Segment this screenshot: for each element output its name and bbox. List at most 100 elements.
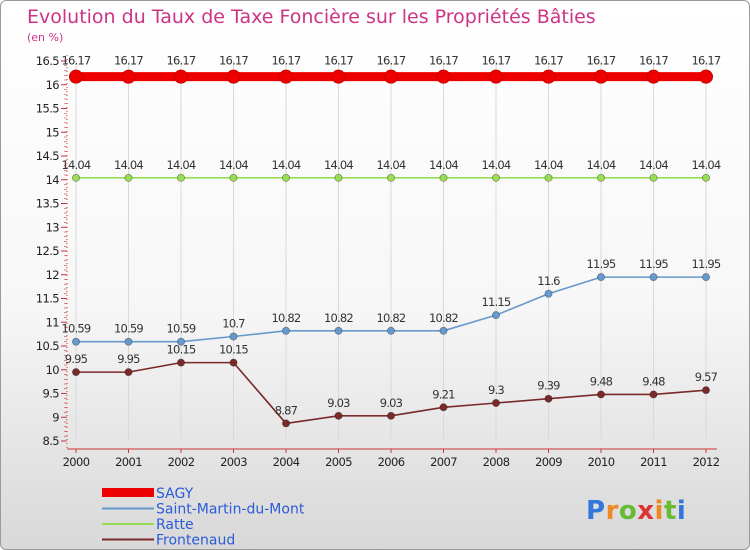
data-point-frontenaud xyxy=(124,368,133,377)
x-tick-label: 2006 xyxy=(378,455,405,469)
data-label-saint-martin-du-mont: 10.59 xyxy=(62,322,91,336)
data-point-ratte xyxy=(229,173,238,182)
y-tick-label: 15 xyxy=(46,125,60,139)
y-tick-label: 12.5 xyxy=(36,244,59,258)
data-point-frontenaud xyxy=(544,394,553,403)
data-point-saint-martin-du-mont xyxy=(544,289,553,298)
x-tick-label: 2007 xyxy=(430,455,457,469)
x-tick-label: 2005 xyxy=(325,455,352,469)
data-point-sagy xyxy=(384,69,398,84)
data-point-sagy xyxy=(489,69,503,84)
data-point-ratte xyxy=(597,173,606,182)
data-label-saint-martin-du-mont: 11.95 xyxy=(639,257,668,271)
data-label-sagy: 16.17 xyxy=(534,54,563,68)
legend-label-ratte: Ratte xyxy=(156,517,194,533)
data-label-sagy: 16.17 xyxy=(219,54,248,68)
data-label-saint-martin-du-mont: 10.82 xyxy=(429,311,458,325)
data-point-sagy xyxy=(121,69,136,84)
data-label-frontenaud: 9.95 xyxy=(117,352,140,366)
data-label-saint-martin-du-mont: 10.82 xyxy=(272,311,301,325)
data-point-sagy xyxy=(699,69,713,84)
data-label-saint-martin-du-mont: 10.82 xyxy=(324,311,353,325)
legend-label-saint-martin-du-mont: Saint-Martin-du-Mont xyxy=(156,502,305,518)
data-point-ratte xyxy=(334,173,343,182)
data-label-sagy: 16.17 xyxy=(377,54,406,68)
data-point-ratte xyxy=(702,173,711,182)
data-label-ratte: 14.04 xyxy=(534,158,563,172)
data-label-frontenaud: 9.95 xyxy=(65,352,88,366)
data-point-sagy xyxy=(646,69,661,84)
y-tick-label: 10 xyxy=(46,363,60,377)
data-point-saint-martin-du-mont xyxy=(176,337,185,346)
x-tick-label: 2001 xyxy=(115,455,142,469)
data-point-ratte xyxy=(124,173,133,182)
data-label-sagy: 16.17 xyxy=(272,54,301,68)
y-tick-label: 11.5 xyxy=(36,292,59,306)
x-tick-label: 2002 xyxy=(168,455,195,469)
data-label-ratte: 14.04 xyxy=(692,158,721,172)
data-label-saint-martin-du-mont: 11.95 xyxy=(587,257,616,271)
y-tick-label: 15.5 xyxy=(36,102,59,116)
legend-swatch-frontenaud xyxy=(102,538,154,541)
data-label-sagy: 16.17 xyxy=(429,54,458,68)
x-tick-label: 2000 xyxy=(63,455,90,469)
x-tick-label: 2011 xyxy=(640,455,667,469)
data-label-saint-martin-du-mont: 10.7 xyxy=(222,317,245,331)
data-point-ratte xyxy=(176,173,185,182)
data-point-ratte xyxy=(439,173,448,182)
data-point-frontenaud xyxy=(702,386,711,395)
x-tick-label: 2004 xyxy=(273,455,300,469)
data-label-ratte: 14.04 xyxy=(114,158,143,172)
chart-subtitle: (en %) xyxy=(27,31,63,44)
data-point-sagy xyxy=(541,69,556,84)
data-point-ratte xyxy=(544,173,553,182)
data-point-frontenaud xyxy=(439,403,448,412)
data-label-frontenaud: 9.3 xyxy=(488,383,504,397)
data-point-ratte xyxy=(281,173,290,182)
data-label-frontenaud: 8.87 xyxy=(275,403,298,417)
data-point-frontenaud xyxy=(229,358,238,367)
data-point-saint-martin-du-mont xyxy=(334,326,343,335)
data-label-ratte: 14.04 xyxy=(482,158,511,172)
data-point-ratte xyxy=(72,173,81,182)
data-point-saint-martin-du-mont xyxy=(386,326,395,335)
data-point-saint-martin-du-mont xyxy=(229,332,238,341)
y-tick-label: 8.5 xyxy=(43,434,60,448)
x-tick-label: 2003 xyxy=(220,455,247,469)
x-tick-label: 2008 xyxy=(483,455,510,469)
data-point-saint-martin-du-mont xyxy=(124,337,133,346)
y-tick-label: 16.5 xyxy=(36,54,59,68)
legend-label-frontenaud: Frontenaud xyxy=(156,533,235,549)
logo-letter: i xyxy=(655,496,664,526)
data-point-frontenaud xyxy=(334,411,343,420)
logo-letter: t xyxy=(664,496,677,526)
data-label-ratte: 14.04 xyxy=(324,158,353,172)
data-label-saint-martin-du-mont: 10.59 xyxy=(167,322,196,336)
y-tick-label: 12 xyxy=(46,268,60,282)
data-point-frontenaud xyxy=(649,390,658,399)
data-label-sagy: 16.17 xyxy=(167,54,196,68)
y-tick-label: 13 xyxy=(46,220,60,234)
data-point-saint-martin-du-mont xyxy=(491,311,500,320)
data-label-ratte: 14.04 xyxy=(377,158,406,172)
logo-text: Proxiti xyxy=(586,496,686,526)
series-lines xyxy=(69,69,713,428)
data-label-ratte: 14.04 xyxy=(167,158,196,172)
data-label-sagy: 16.17 xyxy=(587,54,616,68)
data-label-saint-martin-du-mont: 11.6 xyxy=(537,274,560,288)
data-label-saint-martin-du-mont: 10.82 xyxy=(377,311,406,325)
data-point-saint-martin-du-mont xyxy=(649,273,658,282)
data-point-ratte xyxy=(649,173,658,182)
data-label-frontenaud: 9.48 xyxy=(590,374,613,388)
data-label-saint-martin-du-mont: 10.59 xyxy=(114,322,143,336)
y-tick-label: 13.5 xyxy=(36,197,59,211)
data-point-frontenaud xyxy=(72,368,81,377)
data-point-frontenaud xyxy=(281,419,290,428)
legend-swatch-ratte xyxy=(102,523,154,525)
legend-swatch-sagy xyxy=(102,488,154,497)
data-label-saint-martin-du-mont: 11.15 xyxy=(482,295,511,309)
data-point-saint-martin-du-mont xyxy=(702,273,711,282)
